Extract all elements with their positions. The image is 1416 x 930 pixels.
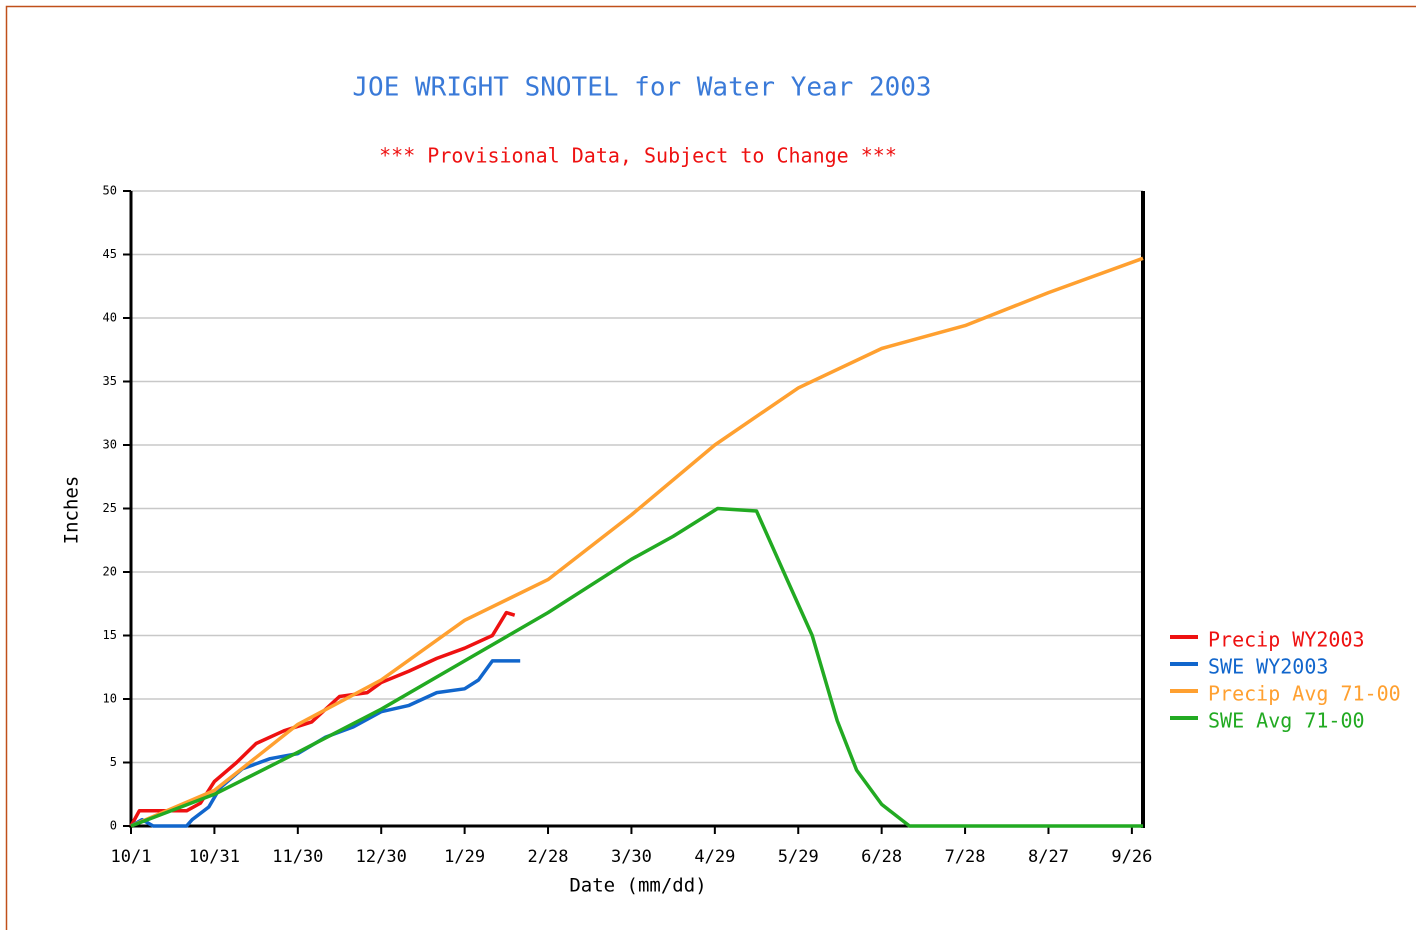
x-tick-label: 5/29 bbox=[778, 847, 819, 867]
y-tick-label: 10 bbox=[103, 692, 117, 706]
x-tick-label: 9/26 bbox=[1111, 847, 1152, 867]
x-tick-label: 3/30 bbox=[611, 847, 652, 867]
series-line bbox=[130, 256, 1144, 828]
y-tick-label: 25 bbox=[103, 501, 117, 515]
legend-label: SWE Avg 71-00 bbox=[1208, 709, 1365, 733]
x-tick-label: 11/30 bbox=[272, 847, 323, 867]
y-tick-label: 0 bbox=[110, 819, 117, 833]
x-tick-label: 10/31 bbox=[189, 847, 240, 867]
series-line bbox=[130, 506, 1143, 828]
y-axis-label: Inches bbox=[61, 476, 83, 545]
y-tick-label: 20 bbox=[103, 565, 117, 579]
y-tick-label: 30 bbox=[103, 438, 117, 452]
x-tick-label: 8/27 bbox=[1028, 847, 1069, 867]
y-tick-label: 50 bbox=[103, 184, 117, 198]
x-tick-label: 4/29 bbox=[694, 847, 735, 867]
frame bbox=[5, 5, 1416, 930]
x-tick-label: 7/28 bbox=[945, 847, 986, 867]
y-tick-label: 45 bbox=[103, 247, 117, 261]
x-tick-label: 2/28 bbox=[528, 847, 569, 867]
x-axis-label: Date (mm/dd) bbox=[569, 875, 706, 897]
x-tick-label: 12/30 bbox=[356, 847, 407, 867]
x-tick-label: 10/1 bbox=[111, 847, 152, 867]
legend-label: Precip WY2003 bbox=[1208, 628, 1365, 652]
series-line bbox=[129, 610, 516, 827]
y-tick-label: 5 bbox=[110, 755, 117, 769]
chart-subtitle: *** Provisional Data, Subject to Change … bbox=[379, 144, 897, 168]
y-tick-label: 40 bbox=[103, 311, 117, 325]
legend-label: Precip Avg 71-00 bbox=[1208, 682, 1401, 706]
chart-title: JOE WRIGHT SNOTEL for Water Year 2003 bbox=[352, 73, 931, 103]
y-tick-label: 15 bbox=[103, 628, 117, 642]
x-tick-label: 1/29 bbox=[444, 847, 485, 867]
legend-label: SWE WY2003 bbox=[1208, 655, 1328, 679]
y-tick-label: 35 bbox=[103, 374, 117, 388]
x-tick-label: 6/28 bbox=[861, 847, 902, 867]
